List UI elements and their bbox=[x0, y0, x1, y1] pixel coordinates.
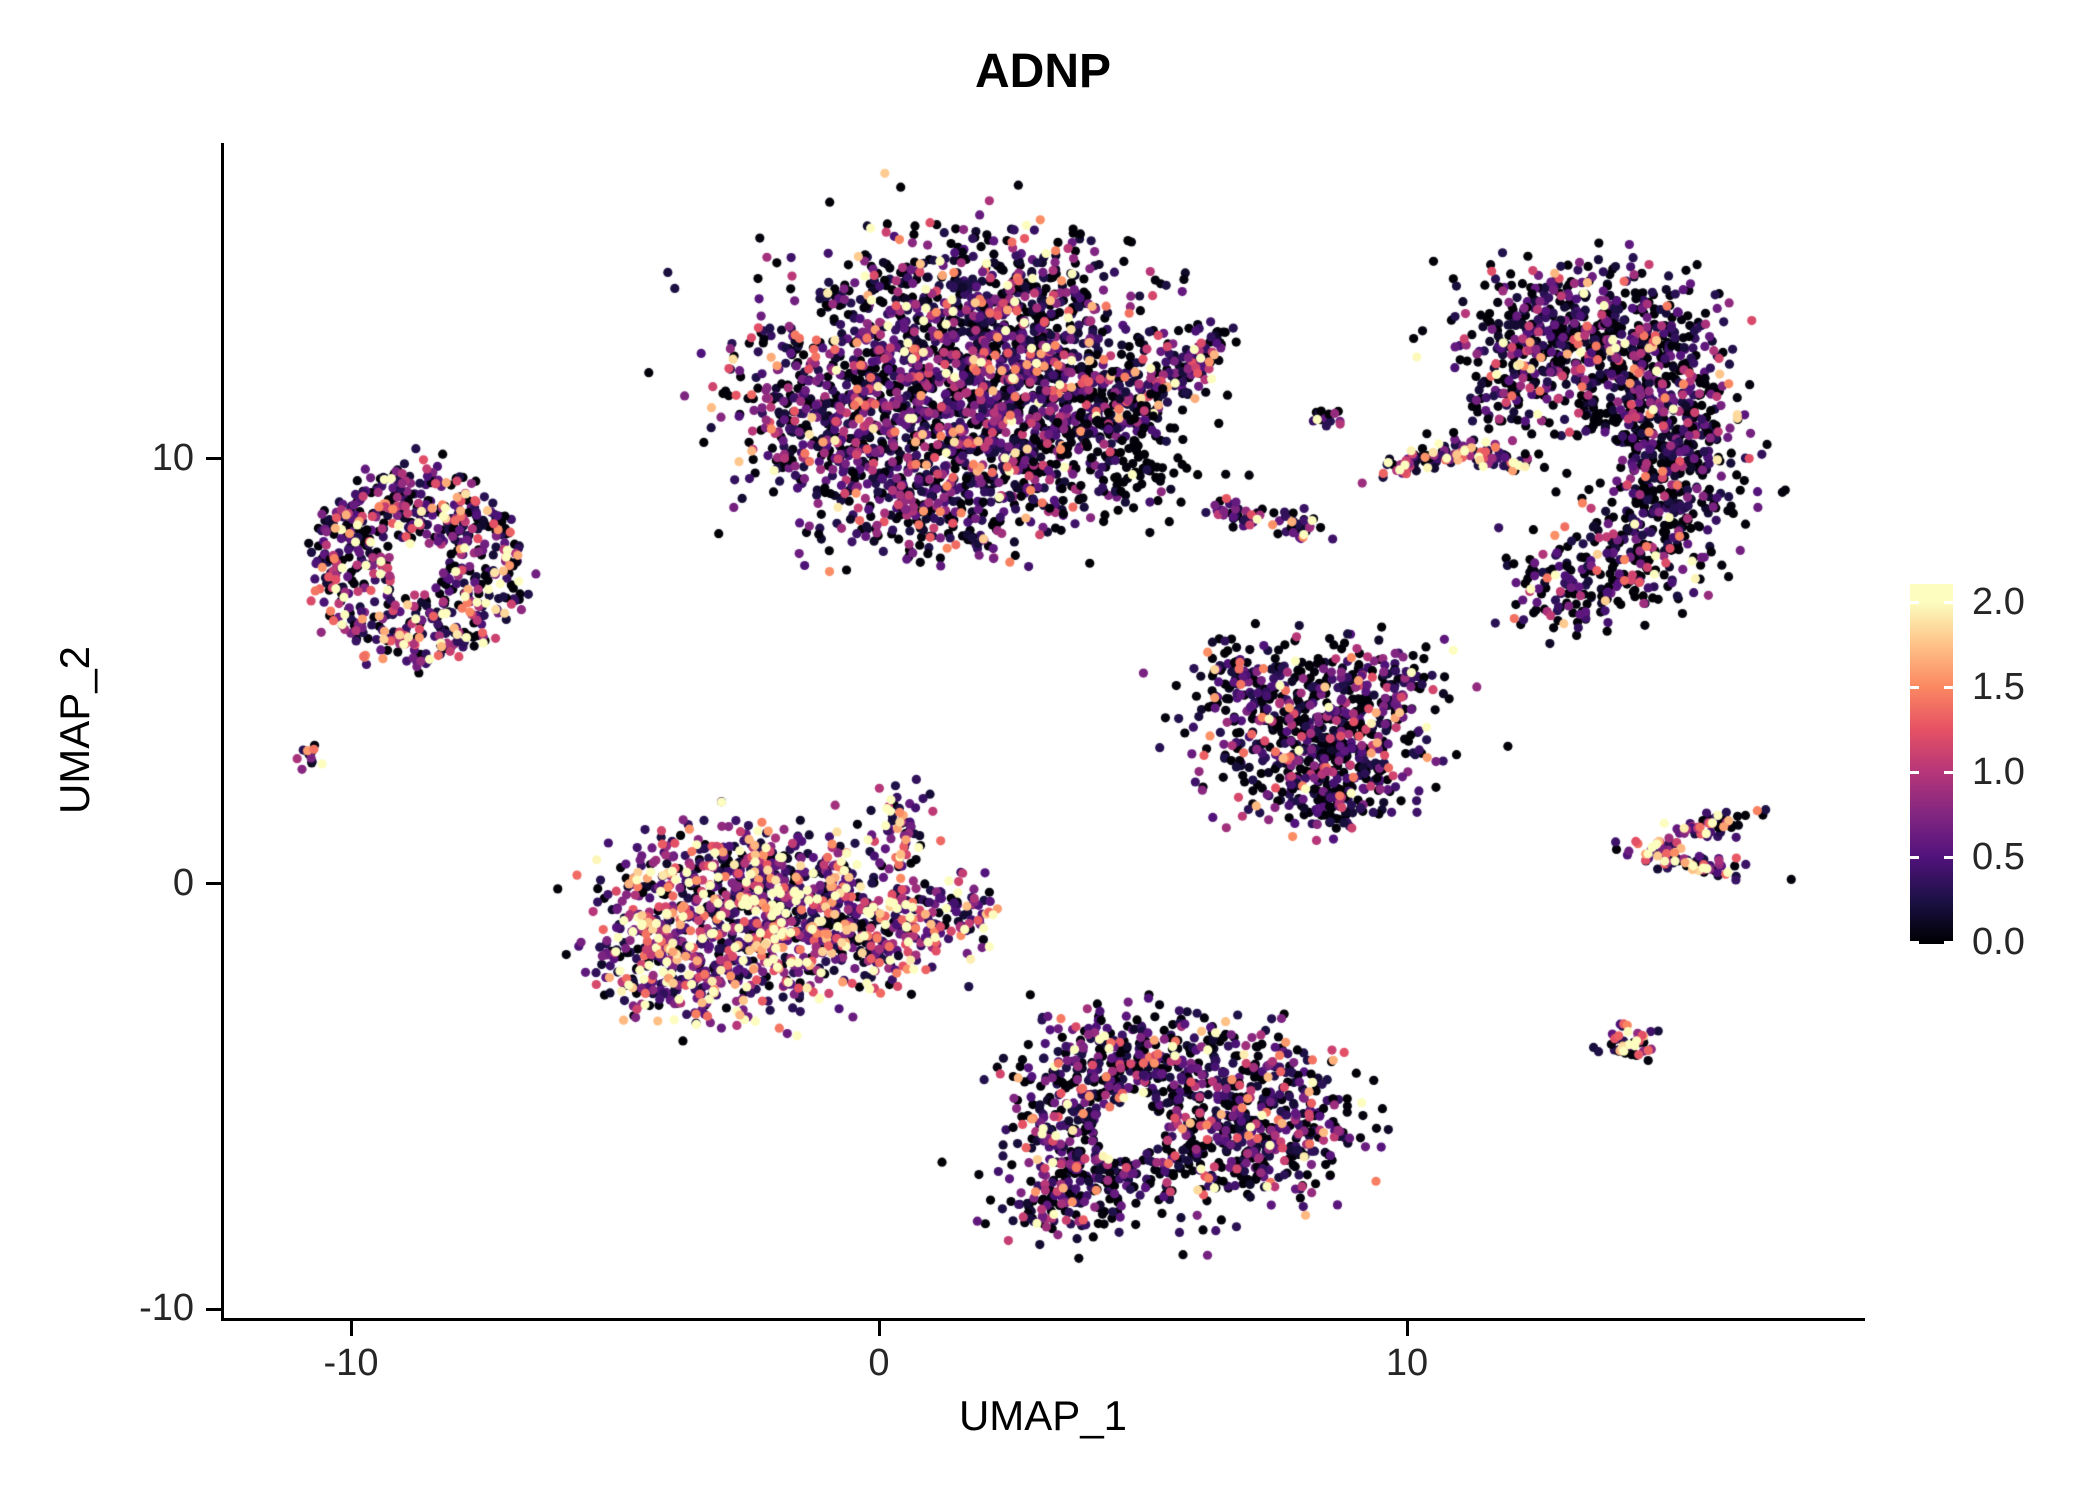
colorbar-tick-mark bbox=[1910, 770, 1919, 774]
x-axis-line bbox=[221, 1318, 1865, 1321]
colorbar-tick-mark bbox=[1944, 685, 1953, 689]
colorbar-tick-mark bbox=[1944, 855, 1953, 859]
colorbar-tick-mark bbox=[1910, 600, 1919, 604]
y-axis-line bbox=[221, 143, 224, 1321]
colorbar-label: 2.0 bbox=[1972, 581, 2025, 623]
colorbar-gradient bbox=[1910, 584, 1953, 944]
colorbar-label: 1.5 bbox=[1972, 666, 2025, 708]
x-tick-mark bbox=[878, 1321, 881, 1336]
y-tick-mark bbox=[206, 457, 221, 460]
y-tick-label: 0 bbox=[172, 862, 194, 904]
x-tick-mark bbox=[350, 1321, 353, 1336]
colorbar-tick-mark bbox=[1910, 685, 1919, 689]
plot-title: ADNP bbox=[974, 45, 1111, 98]
colorbar bbox=[1910, 584, 1953, 944]
umap-scatter bbox=[224, 143, 1862, 1318]
x-tick-label: -10 bbox=[323, 1342, 379, 1384]
x-tick-label: 10 bbox=[1385, 1342, 1429, 1384]
x-tick-label: 0 bbox=[868, 1342, 890, 1384]
colorbar-tick-mark bbox=[1944, 940, 1953, 944]
colorbar-tick-mark bbox=[1910, 855, 1919, 859]
y-tick-mark bbox=[206, 882, 221, 885]
colorbar-label: 0.5 bbox=[1972, 836, 2025, 878]
x-tick-mark bbox=[1406, 1321, 1409, 1336]
x-axis-title: UMAP_1 bbox=[958, 1392, 1128, 1439]
colorbar-tick-mark bbox=[1944, 770, 1953, 774]
colorbar-tick-mark bbox=[1910, 940, 1919, 944]
plot-area bbox=[224, 143, 1862, 1318]
colorbar-label: 0.0 bbox=[1972, 921, 2025, 963]
y-tick-label: 10 bbox=[151, 437, 194, 479]
y-axis-title: UMAP_2 bbox=[51, 645, 98, 815]
colorbar-label: 1.0 bbox=[1972, 751, 2025, 793]
y-tick-mark bbox=[206, 1308, 221, 1311]
y-tick-label: -10 bbox=[139, 1287, 194, 1329]
colorbar-tick-mark bbox=[1944, 600, 1953, 604]
